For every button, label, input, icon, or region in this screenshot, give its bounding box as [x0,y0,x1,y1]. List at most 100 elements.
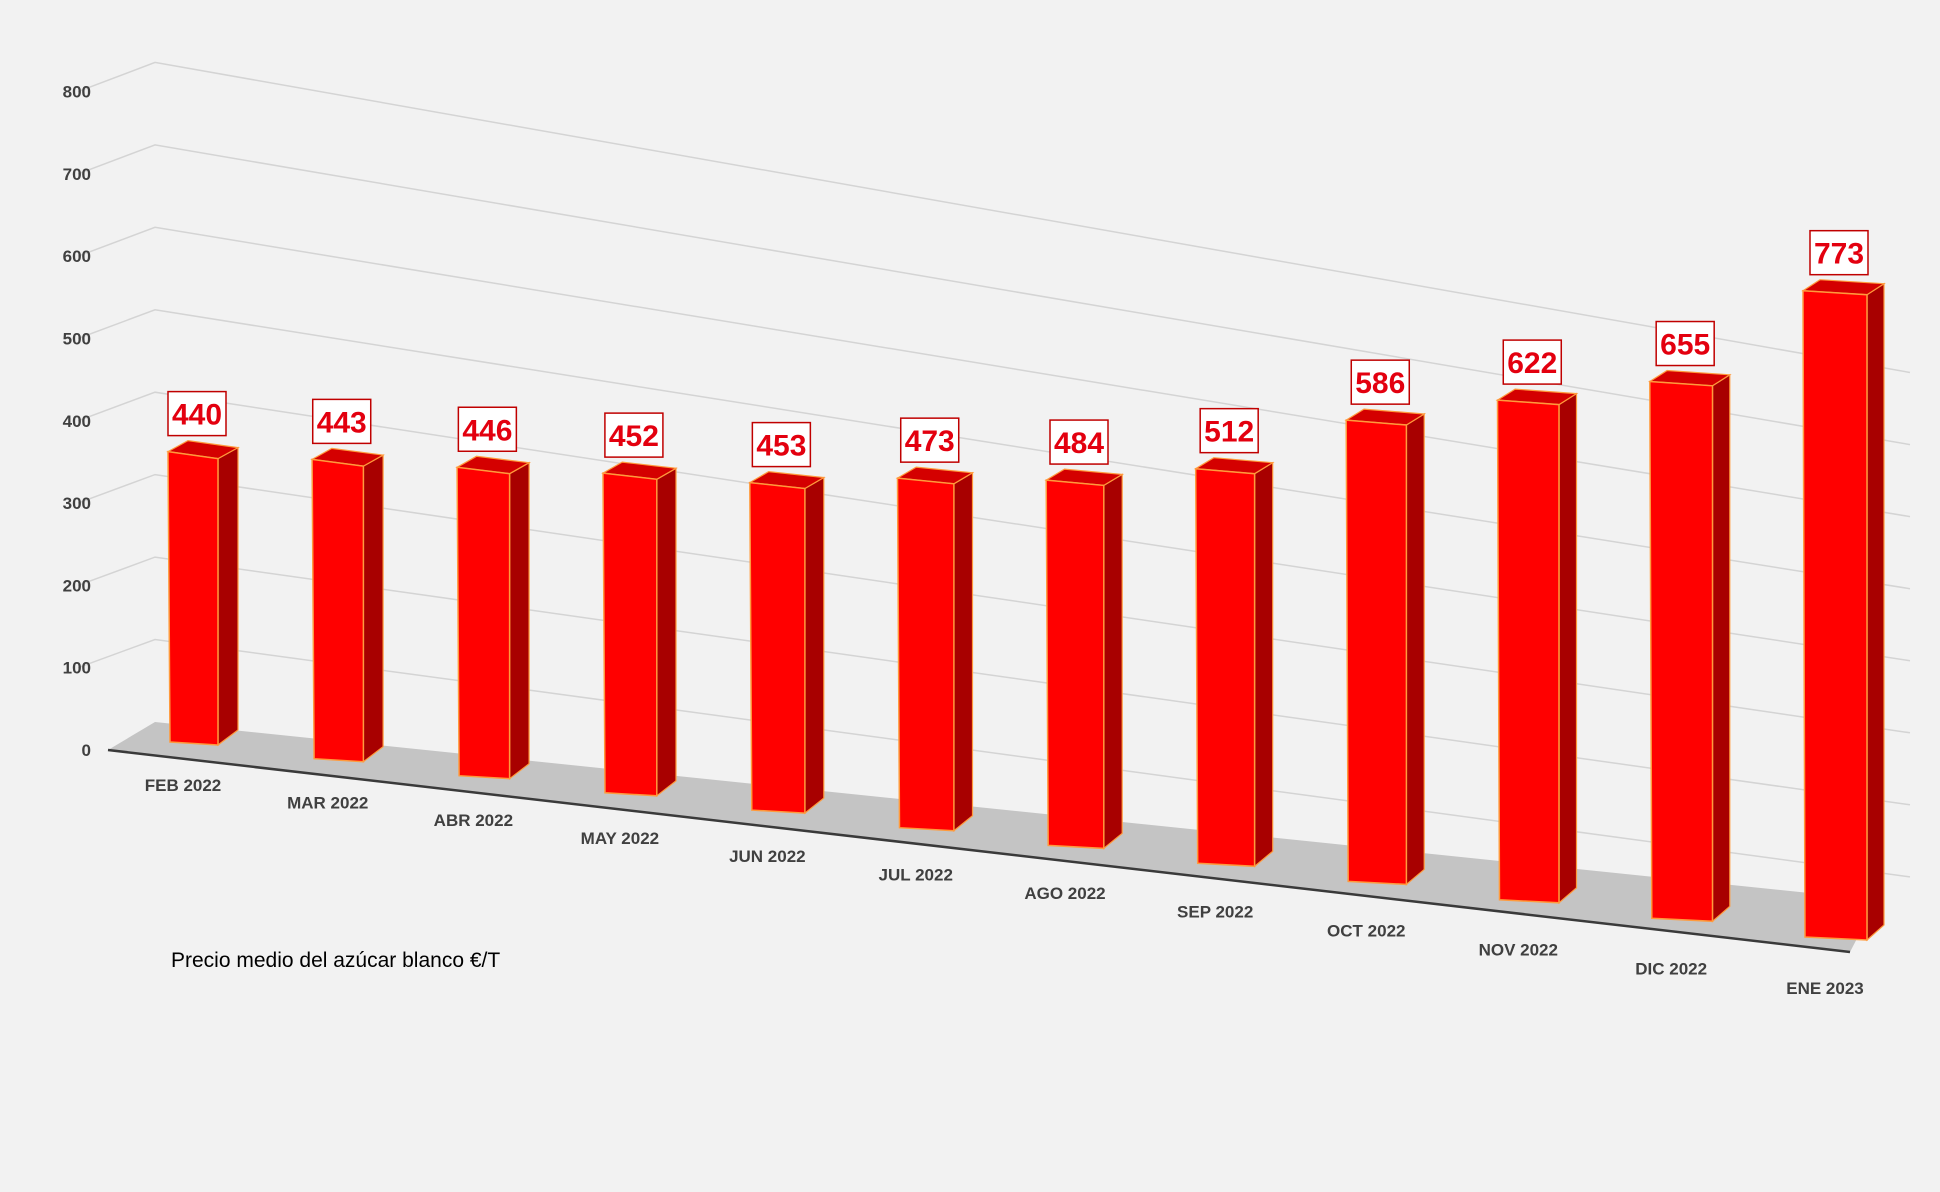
data-label: 473 [899,417,960,463]
gridline [77,638,1911,878]
x-tick-label: NOV 2022 [1479,940,1558,959]
data-label: 452 [604,412,664,458]
data-label-text: 586 [1355,367,1405,400]
y-tick-label: 200 [63,576,91,595]
data-label-box [1199,407,1259,454]
bar-side [362,454,384,763]
data-label: 484 [1049,419,1109,465]
data-label: 622 [1502,339,1563,385]
data-label-box [604,412,664,458]
bar [166,439,240,747]
bar-front [749,481,806,814]
bar-side [953,471,974,832]
y-tick-label: 400 [63,412,91,431]
y-tick-label: 600 [63,247,91,266]
x-axis-line [107,748,1851,954]
bar-front [1649,380,1714,923]
series-legend-label: Precio medio del azúcar blanco €/T [171,949,500,972]
bar-front [1045,479,1105,850]
data-label-text: 446 [462,414,512,447]
x-tick-label: FEB 2022 [145,776,222,795]
data-label-text: 440 [172,399,222,432]
gridline [77,226,1911,518]
gridline [77,473,1911,734]
data-label: 453 [751,421,812,468]
data-label-box [899,417,960,463]
bar [601,461,678,798]
data-label: 512 [1199,407,1259,454]
y-tick-label: 500 [63,330,91,349]
data-label-box [457,406,518,453]
data-label: 446 [457,406,518,453]
data-label: 773 [1809,229,1869,276]
bar [747,470,826,815]
data-label-text: 452 [609,420,659,453]
bar-side [1558,392,1578,905]
data-label-text: 773 [1814,238,1864,271]
data-label: 586 [1350,359,1411,405]
x-tick-label: MAR 2022 [287,793,368,812]
y-tick-label: 300 [63,494,91,513]
data-label: 655 [1655,320,1715,367]
data-label-box [1350,359,1411,405]
x-axis-ticks: FEB 2022 MAR 2022 ABR 2022 MAY 2022 JUN 2022… [145,776,1864,998]
y-tick-label: 700 [63,165,91,184]
data-label-text: 622 [1507,347,1557,380]
gridline [77,556,1911,806]
data-label-box [1655,320,1715,367]
data-label-box [1049,419,1109,465]
chart-floor [107,722,1877,954]
bar [310,447,385,763]
x-tick-label: ABR 2022 [434,811,513,830]
data-label: 440 [167,390,227,437]
bars [166,279,1886,942]
bar-side [509,461,530,780]
bar-front [311,458,365,763]
bar-front [602,472,658,797]
bar-side [656,467,677,798]
gridline [77,61,1911,374]
bar-side [1711,373,1731,923]
bar [1344,408,1427,886]
data-label-box [1502,339,1563,385]
bar [455,455,531,780]
data-label-text: 473 [905,425,955,458]
bar-front [167,450,219,746]
bar-front [456,466,511,780]
data-label-text: 443 [317,406,367,439]
bar-front [1802,289,1868,941]
bar-side [1253,461,1274,868]
bar [1495,388,1579,905]
data-label-box [311,398,372,445]
floor-plane [108,722,1877,952]
data-label-box [1809,229,1869,276]
gridline [77,391,1911,662]
bar [1193,457,1275,868]
bar-side [1405,412,1425,886]
bar-front [1194,467,1256,868]
x-tick-label: AGO 2022 [1024,884,1105,903]
y-axis-ticks: 0 100 200 300 400 500 600 700 800 [63,83,91,760]
gridlines [77,61,1911,878]
data-labels: 440 443 446 452 453 473 484 512 586 622 655 773 [167,229,1869,468]
data-label-text: 655 [1660,329,1710,362]
data-label-box [167,390,227,437]
data-label-text: 512 [1204,416,1254,449]
bar-front [1345,419,1408,886]
x-tick-label: JUL 2022 [879,865,953,884]
bar-side [1866,282,1885,942]
data-label: 443 [311,398,372,445]
gridline [77,309,1911,590]
gridline [77,144,1911,446]
y-tick-label: 800 [63,83,91,102]
bar-side [804,476,825,815]
data-label-text: 484 [1054,427,1104,460]
bar [1647,369,1732,923]
y-tick-label: 100 [63,659,91,678]
bar-side [1103,473,1123,850]
x-tick-label: OCT 2022 [1327,921,1405,940]
x-tick-label: JUN 2022 [729,847,806,866]
x-tick-label: SEP 2022 [1177,902,1253,921]
x-tick-label: DIC 2022 [1635,960,1707,979]
